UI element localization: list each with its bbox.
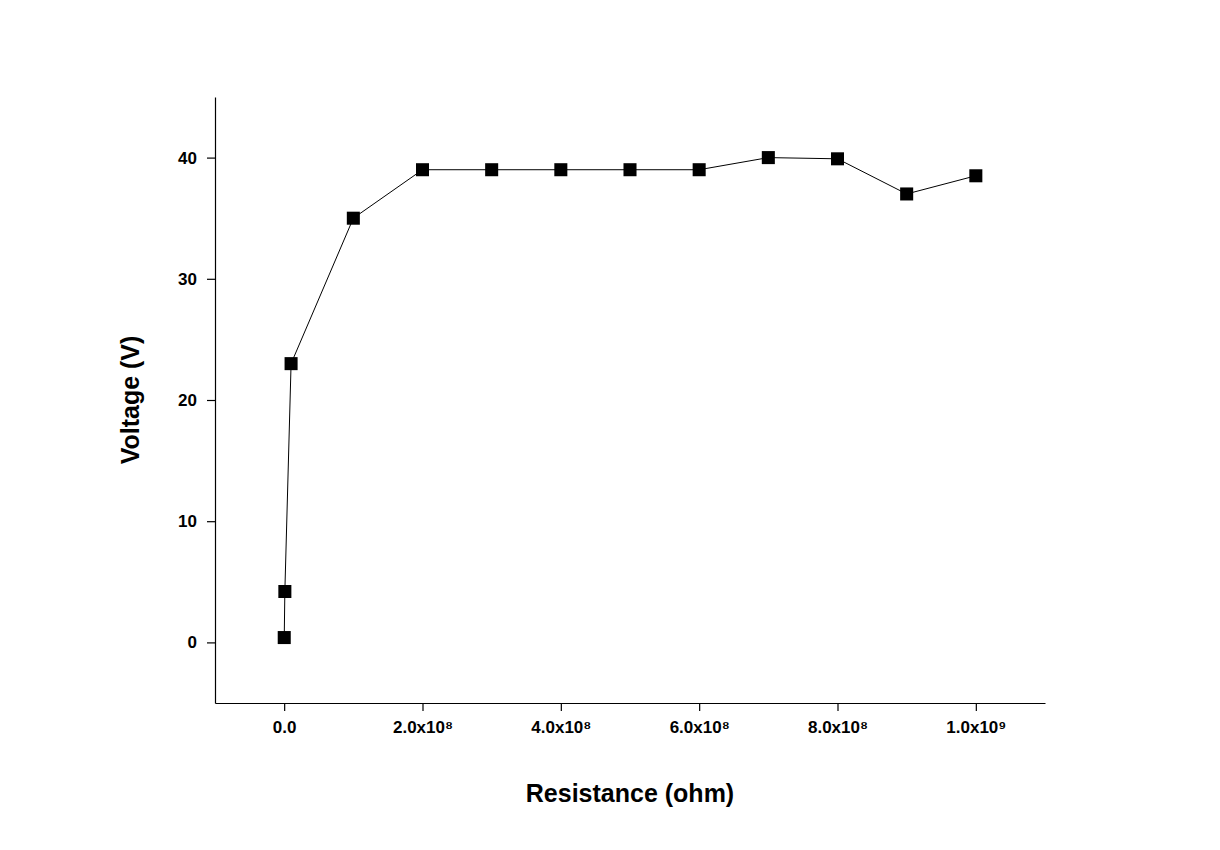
x-tick-label: 0.0 (273, 718, 297, 737)
y-tick: 30 (178, 270, 215, 289)
y-tick-label: 0 (188, 633, 197, 652)
y-tick-mark (207, 158, 215, 159)
data-point (554, 163, 567, 176)
data-point (278, 631, 291, 644)
data-point (416, 163, 429, 176)
y-tick-label: 40 (178, 149, 197, 168)
x-tick-label: 4.0x10⁸ (531, 718, 591, 737)
x-tick: 0.0 (273, 703, 297, 737)
y-axis-title: Voltage (V) (116, 336, 144, 465)
y-tick-mark (207, 521, 215, 522)
y-tick: 10 (178, 512, 215, 531)
x-tick-mark (284, 703, 285, 711)
data-point (831, 152, 844, 165)
y-tick-mark (207, 279, 215, 280)
data-point (969, 169, 982, 182)
y-tick-mark (207, 642, 215, 643)
x-tick-label: 1.0x10⁹ (946, 718, 1006, 737)
data-point (623, 163, 636, 176)
y-tick: 0 (188, 633, 215, 652)
data-point (762, 151, 775, 164)
x-axis-line (216, 703, 1046, 704)
data-point (485, 163, 498, 176)
y-axis: 0 10 20 30 40 (178, 98, 215, 704)
data-point (347, 212, 360, 225)
x-axis: 0.0 2.0x10⁸ 4.0x10⁸ 6.0x10⁸ 8.0x10⁸ 1.0x10⁹ (216, 703, 1046, 737)
x-tick: 6.0x10⁸ (670, 703, 730, 737)
x-tick: 2.0x10⁸ (393, 703, 453, 737)
y-tick-label: 20 (178, 391, 197, 410)
data-point (285, 357, 298, 370)
x-tick-mark (561, 703, 562, 711)
y-tick-label: 10 (178, 512, 197, 531)
y-tick: 40 (178, 149, 215, 168)
x-tick-mark (837, 703, 838, 711)
plot-area (278, 151, 983, 644)
y-tick-mark (207, 400, 215, 401)
x-tick-mark (699, 703, 700, 711)
data-line (284, 158, 976, 638)
x-tick-mark (976, 703, 977, 711)
x-tick: 4.0x10⁸ (531, 703, 591, 737)
y-tick: 20 (178, 391, 215, 410)
data-point (693, 163, 706, 176)
x-tick: 8.0x10⁸ (808, 703, 868, 737)
x-tick-label: 8.0x10⁸ (808, 718, 868, 737)
x-tick-label: 6.0x10⁸ (670, 718, 730, 737)
y-tick-label: 30 (178, 270, 197, 289)
y-axis-line (215, 98, 216, 704)
data-point (900, 187, 913, 200)
x-tick-label: 2.0x10⁸ (393, 718, 453, 737)
x-tick: 1.0x10⁹ (946, 703, 1006, 737)
x-tick-mark (422, 703, 423, 711)
chart: 0.0 2.0x10⁸ 4.0x10⁸ 6.0x10⁸ 8.0x10⁸ 1.0x10⁹ 0 1… (0, 0, 1220, 850)
data-point (278, 585, 291, 598)
x-axis-title: Resistance (ohm) (526, 779, 734, 807)
